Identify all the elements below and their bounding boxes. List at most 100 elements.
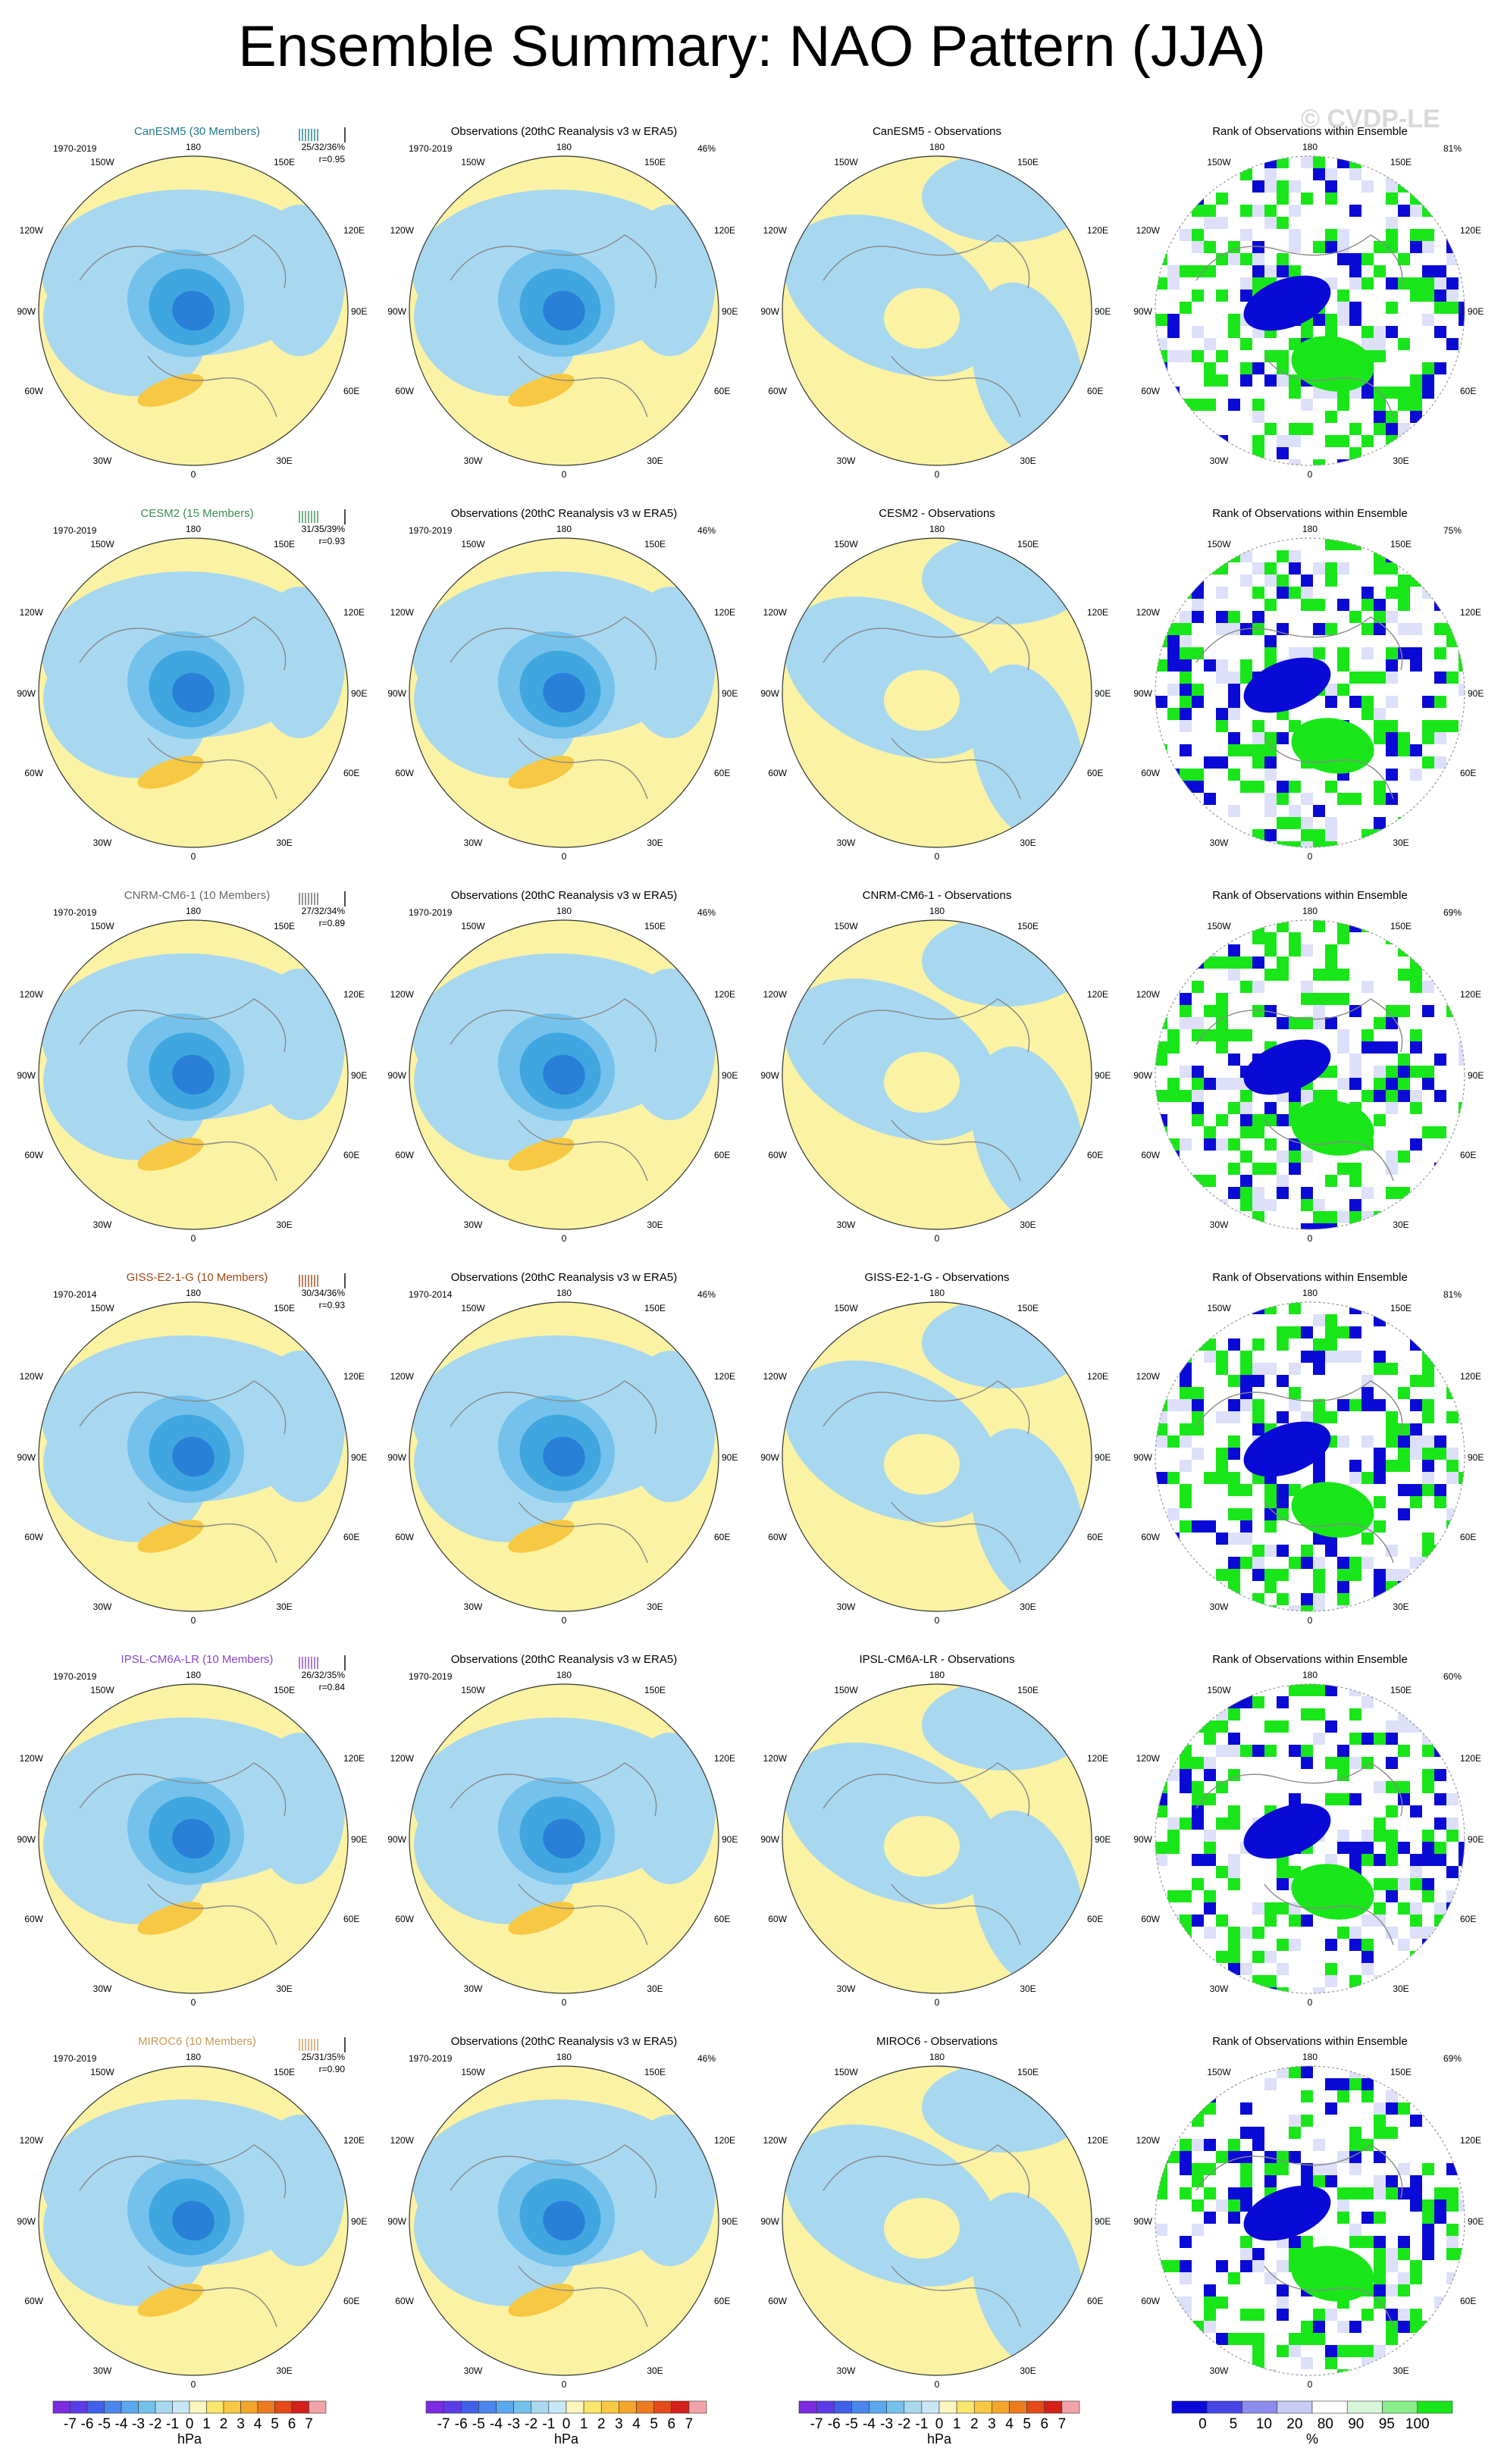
lon-label-120e: 120E [343,1371,365,1382]
coastline [79,616,287,671]
rank-cell [1228,1054,1240,1066]
lon-label-150e: 150E [644,1303,666,1313]
nao-low-center [172,1436,215,1477]
lon-label-120w: 120W [20,607,44,618]
lon-label-120w: 120W [763,225,788,236]
rank-cell [1192,2102,1204,2115]
rank-cell [1228,1472,1240,1484]
rank-cell [1204,2309,1216,2321]
map-border [38,2065,349,2376]
rank-cell [1398,1842,1410,1854]
rank-cell [1240,550,1252,562]
rank-cell [1192,1114,1204,1126]
rank-cell [1240,2333,1252,2345]
rank-cell [1289,265,1301,277]
rank-cell [1167,1078,1180,1090]
rank-cell [1325,435,1337,447]
coastline [450,2144,657,2199]
lon-label-120e: 120E [714,607,735,618]
lon-label-90w: 90W [387,688,406,699]
rank-cell [1325,1963,1337,1975]
rank-cell [1398,1708,1410,1720]
rank-cell [1228,672,1240,684]
lon-label-120e: 120E [1460,1753,1481,1764]
colorbar-swatch [274,2400,293,2414]
rank-cell [1325,229,1337,241]
colorbar-swatch [52,2400,70,2414]
rank-cell [1386,1102,1398,1114]
rank-cell [1155,587,1167,599]
rank-cell [1313,459,1325,465]
rank-cell [1361,1951,1374,1963]
rank-cell [1264,2151,1277,2163]
nao-low-center [543,1818,585,1859]
rank-cell [1204,1793,1216,1805]
rank-cell [1349,2151,1361,2163]
rank-cell [1277,1187,1289,1199]
nao-low-center [543,1054,585,1095]
rank-cell [1155,2066,1167,2078]
rank-cell [1422,1211,1434,1223]
rank-cell [1289,1915,1301,1927]
rank-cell [1325,1211,1337,1223]
rank-cell [1446,1793,1459,1805]
colorbar-swatch [1417,2400,1453,2414]
rank-cell [1459,1351,1465,1363]
rank-cell [1228,2333,1240,2345]
rank-cell [1192,562,1204,575]
rank-cell [1277,2284,1289,2296]
rank-cell [1434,265,1446,277]
rank-cell [1325,2102,1337,2115]
diff-title: CNRM-CM6-1 - Observations [863,889,1012,902]
lon-label-0: 0 [562,851,567,862]
rank-cell [1204,2090,1216,2102]
model-period: 1970-2019 [53,1671,97,1682]
rank-cell [1216,168,1228,180]
rank-cell [1398,1745,1410,1757]
rank-cell [1398,387,1410,399]
rank-cell [1459,302,1465,314]
rank-cell [1337,2078,1349,2090]
rank-cell [1325,1975,1337,1987]
rank-cell [1240,205,1252,217]
rank-cell [1398,2309,1410,2321]
rank-cell [1301,1557,1313,1569]
rank-cell [1204,1472,1216,1484]
coastline [1195,998,1403,1053]
model-corr: r=0.93 [319,1300,346,1310]
lon-label-0: 0 [562,1615,567,1626]
rank-cell [1167,969,1180,981]
rank-cell [1434,756,1446,769]
lon-label-30w: 30W [93,1219,112,1230]
rank-cell [1155,756,1167,769]
rank-cell [1155,2187,1167,2199]
rank-cell [1337,229,1349,241]
rank-cell [1434,805,1446,817]
rank-cell [1337,2090,1349,2102]
rank-cell [1349,1211,1361,1223]
rank-cell [1349,2139,1361,2151]
rank-cell [1277,1175,1289,1187]
lon-label-180: 180 [1302,906,1318,916]
lon-label-0: 0 [1308,469,1313,480]
rank-cell [1374,423,1386,435]
rank-cell [1398,1878,1410,1890]
lon-label-0: 0 [935,1615,940,1626]
rank-cell [1434,817,1446,829]
rank-cell [1228,1696,1240,1708]
rank-cell [1192,1605,1204,1611]
rank-cell [1349,253,1361,265]
rank-cell [1337,1163,1349,1175]
rank-cell [1422,1005,1434,1017]
rank-cell [1228,956,1240,969]
rank-cell [1228,1866,1240,1878]
rank-cell [1289,1090,1301,1102]
rank-cell [1301,423,1313,435]
rank-cell [1204,2284,1216,2296]
rank-cell [1434,277,1446,290]
lon-label-120w: 120W [1136,2135,1161,2146]
rank-cell [1398,1508,1410,1520]
negative-region [625,205,716,356]
